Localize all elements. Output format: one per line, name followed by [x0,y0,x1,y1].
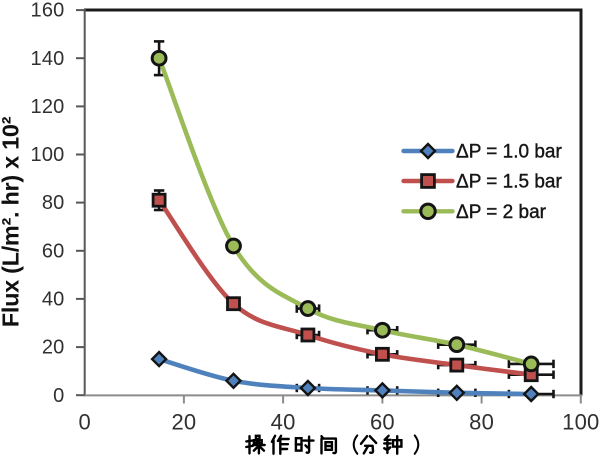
svg-text:Flux (L/m². hr) x 10²: Flux (L/m². hr) x 10² [0,116,24,327]
svg-text:120: 120 [31,96,65,118]
svg-text:40: 40 [271,410,296,435]
svg-text:160: 160 [31,0,65,22]
svg-text:ΔP = 1.5 bar: ΔP = 1.5 bar [456,172,562,193]
svg-text:100: 100 [31,144,65,166]
svg-text:60: 60 [370,410,395,435]
svg-text:140: 140 [31,48,65,70]
svg-text:80: 80 [469,410,494,435]
svg-text:100: 100 [562,410,599,435]
svg-text:20: 20 [42,337,65,359]
svg-text:20: 20 [171,410,196,435]
svg-text:0: 0 [53,385,64,407]
svg-text:0: 0 [78,410,90,435]
svg-text:60: 60 [42,240,65,262]
svg-text:ΔP = 2 bar: ΔP = 2 bar [456,202,547,223]
svg-text:40: 40 [42,289,65,311]
svg-text:ΔP = 1.0 bar: ΔP = 1.0 bar [456,142,562,163]
svg-text:80: 80 [42,192,65,214]
